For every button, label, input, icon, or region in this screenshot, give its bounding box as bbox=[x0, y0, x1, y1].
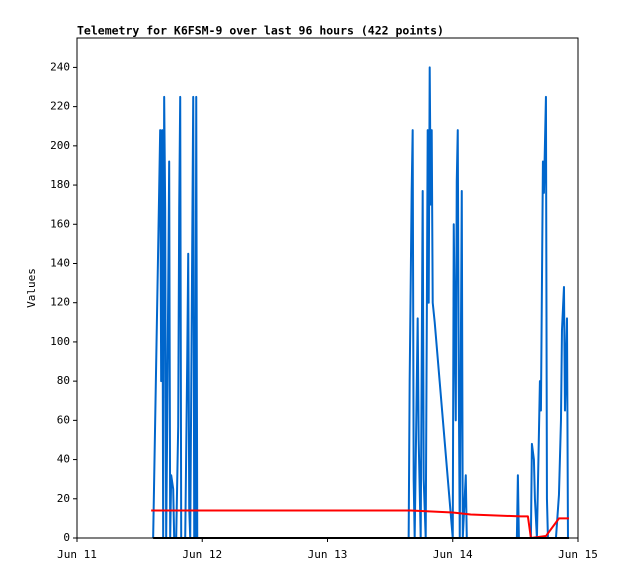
x-tick-label: Jun 15 bbox=[558, 548, 598, 561]
y-tick-label: 60 bbox=[57, 413, 70, 426]
y-tick-label: 160 bbox=[50, 217, 70, 230]
y-tick-label: 180 bbox=[50, 178, 70, 191]
y-tick-label: 20 bbox=[57, 492, 70, 505]
x-tick-label: Jun 12 bbox=[182, 548, 222, 561]
y-axis-label: Values bbox=[25, 268, 38, 308]
y-tick-label: 40 bbox=[57, 453, 70, 466]
series-line bbox=[151, 509, 569, 539]
y-tick-label: 140 bbox=[50, 256, 70, 269]
y-tick-label: 80 bbox=[57, 374, 70, 387]
chart-title: Telemetry for K6FSM-9 over last 96 hours… bbox=[77, 24, 444, 38]
y-tick-label: 0 bbox=[63, 531, 70, 544]
y-tick-label: 220 bbox=[50, 100, 70, 113]
y-tick-label: 240 bbox=[50, 60, 70, 73]
y-tick-label: 100 bbox=[50, 335, 70, 348]
x-tick-label: Jun 11 bbox=[57, 548, 97, 561]
y-tick-label: 200 bbox=[50, 139, 70, 152]
y-tick-label: 120 bbox=[50, 296, 70, 309]
x-tick-label: Jun 13 bbox=[308, 548, 348, 561]
x-tick-label: Jun 14 bbox=[433, 548, 473, 561]
